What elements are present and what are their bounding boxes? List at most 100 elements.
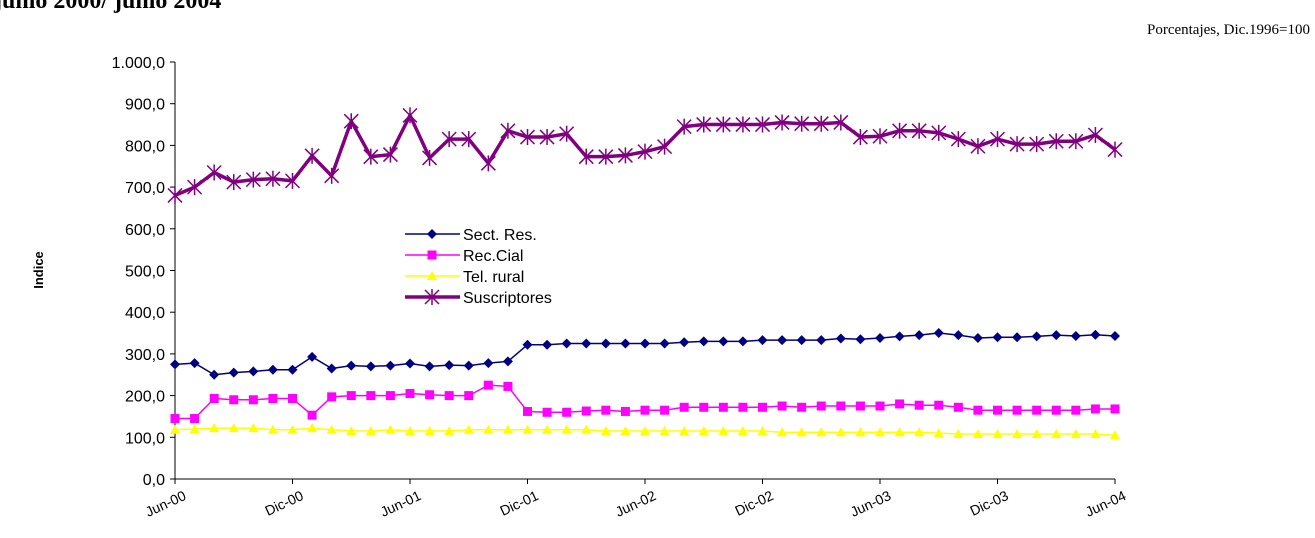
data-point: [989, 131, 1006, 148]
data-point: [1051, 405, 1061, 415]
data-point: [1012, 405, 1022, 415]
data-point: [346, 426, 357, 436]
data-point: [287, 364, 298, 375]
x-tick-label: Dic-02: [732, 487, 776, 519]
data-point: [562, 407, 572, 417]
data-point: [1090, 329, 1101, 340]
data-point: [365, 361, 376, 372]
data-point: [950, 131, 966, 148]
data-point: [209, 423, 220, 433]
data-point: [855, 401, 865, 411]
data-point: [1090, 404, 1100, 414]
data-point: [519, 129, 536, 146]
data-point: [816, 401, 826, 411]
data-point: [461, 131, 477, 148]
x-tick-label: Dic-03: [967, 487, 1011, 519]
x-tick-label: Dic-00: [262, 487, 306, 519]
data-point: [578, 148, 594, 165]
data-point: [402, 107, 418, 124]
data-point: [1070, 330, 1081, 341]
data-point: [539, 129, 555, 146]
y-tick-label: 0,0: [143, 472, 165, 489]
data-point: [209, 394, 219, 404]
data-point: [581, 424, 592, 434]
data-point: [229, 395, 239, 405]
data-point: [248, 395, 258, 405]
x-tick-label: Dic-01: [497, 487, 541, 519]
data-point: [307, 410, 317, 420]
data-point: [483, 358, 494, 369]
data-point: [836, 401, 846, 411]
data-point: [324, 167, 340, 184]
data-point: [813, 115, 829, 132]
chart-title: junio 2000/ junio 2004: [0, 0, 221, 14]
legend-marker: [427, 250, 437, 260]
x-tick-label: Jun-01: [378, 487, 424, 520]
data-point: [620, 338, 631, 349]
data-point: [287, 424, 298, 434]
data-point: [405, 426, 415, 436]
data-point: [816, 335, 827, 346]
data-point: [777, 401, 787, 411]
data-point: [601, 405, 611, 415]
data-point: [304, 147, 320, 164]
data-point: [1110, 330, 1120, 341]
x-tick-label: Jun-02: [613, 487, 659, 520]
data-point: [523, 406, 532, 416]
legend-label: Suscriptores: [463, 290, 552, 307]
x-tick-label: Jun-04: [1083, 487, 1129, 520]
chart-subtitle: Porcentajes, Dic.1996=100: [1147, 22, 1310, 38]
data-point: [970, 138, 986, 155]
data-point: [911, 122, 927, 139]
data-point: [170, 424, 180, 434]
data-point: [992, 428, 1003, 438]
data-point: [327, 392, 337, 402]
data-point: [444, 360, 455, 371]
data-point: [972, 428, 983, 438]
data-point: [737, 336, 748, 347]
data-point: [248, 366, 259, 377]
data-point: [542, 407, 552, 417]
data-point: [503, 381, 513, 391]
data-point: [581, 406, 591, 416]
data-point: [326, 424, 337, 434]
data-point: [676, 118, 692, 135]
data-point: [167, 187, 183, 204]
data-point: [1031, 428, 1042, 438]
data-point: [660, 405, 670, 415]
y-tick-label: 900,0: [125, 97, 165, 114]
data-point: [875, 427, 885, 437]
data-point: [696, 116, 712, 133]
data-point: [855, 334, 866, 345]
data-point: [659, 426, 670, 436]
data-point: [382, 146, 398, 163]
data-point: [424, 426, 435, 436]
data-point: [699, 402, 709, 412]
data-point: [284, 172, 301, 189]
data-point: [757, 335, 768, 346]
data-point: [463, 424, 474, 434]
data-point: [835, 333, 846, 344]
data-point: [620, 426, 631, 436]
data-point: [1071, 405, 1081, 415]
data-point: [502, 356, 513, 367]
data-point: [209, 369, 220, 380]
data-point: [1029, 136, 1045, 153]
data-point: [1051, 330, 1062, 341]
data-point: [1012, 332, 1023, 343]
data-point: [228, 423, 239, 433]
data-point: [1087, 126, 1103, 143]
data-point: [422, 149, 438, 166]
data-point: [972, 333, 983, 344]
legend-marker: [424, 289, 440, 305]
data-point: [170, 359, 180, 370]
data-point: [718, 426, 729, 436]
data-point: [581, 338, 592, 349]
data-point: [561, 424, 572, 434]
data-point: [914, 400, 924, 410]
data-point: [715, 116, 731, 133]
legend-marker: [427, 271, 437, 280]
data-point: [637, 143, 653, 160]
data-point: [754, 116, 771, 133]
data-point: [483, 380, 493, 390]
